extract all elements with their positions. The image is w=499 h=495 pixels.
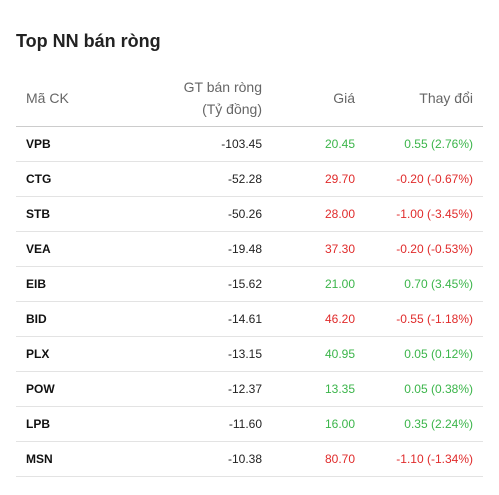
row-price: 40.95 <box>272 336 365 372</box>
row-change: -1.10 (-1.34%) <box>365 441 483 477</box>
row-net-sell-value: -10.38 <box>116 441 272 477</box>
column-header-value-line2: (Tỷ đồng) <box>202 101 262 117</box>
table-body: VPB -103.45 20.45 0.55 (2.76%) CTG -52.2… <box>16 126 483 477</box>
table-row[interactable]: EIB -15.62 21.00 0.70 (3.45%) <box>16 266 483 302</box>
row-symbol[interactable]: VPB <box>16 126 116 162</box>
row-net-sell-value: -103.45 <box>116 126 272 162</box>
row-symbol[interactable]: CTG <box>16 161 116 197</box>
row-net-sell-value: -14.61 <box>116 301 272 337</box>
row-net-sell-value: -15.62 <box>116 266 272 302</box>
row-price: 13.35 <box>272 371 365 407</box>
row-change: -1.00 (-3.45%) <box>365 196 483 232</box>
column-header-price: Giá <box>272 70 365 127</box>
row-symbol[interactable]: POW <box>16 371 116 407</box>
row-change: 0.05 (0.12%) <box>365 336 483 372</box>
row-symbol[interactable]: MSN <box>16 441 116 477</box>
row-price: 20.45 <box>272 126 365 162</box>
net-sell-table: Mã CK GT bán ròng (Tỷ đồng) Giá Thay đổi… <box>16 70 483 477</box>
row-symbol[interactable]: STB <box>16 196 116 232</box>
column-header-symbol: Mã CK <box>16 70 116 127</box>
header-row: Mã CK GT bán ròng (Tỷ đồng) Giá Thay đổi <box>16 70 483 127</box>
row-net-sell-value: -19.48 <box>116 231 272 267</box>
row-price: 21.00 <box>272 266 365 302</box>
column-header-net-sell-value: GT bán ròng (Tỷ đồng) <box>116 70 272 127</box>
row-change: 0.70 (3.45%) <box>365 266 483 302</box>
row-price: 28.00 <box>272 196 365 232</box>
row-net-sell-value: -13.15 <box>116 336 272 372</box>
row-symbol[interactable]: PLX <box>16 336 116 372</box>
table-row[interactable]: CTG -52.28 29.70 -0.20 (-0.67%) <box>16 161 483 197</box>
table-row[interactable]: BID -14.61 46.20 -0.55 (-1.18%) <box>16 301 483 337</box>
row-change: -0.55 (-1.18%) <box>365 301 483 337</box>
row-net-sell-value: -50.26 <box>116 196 272 232</box>
row-price: 16.00 <box>272 406 365 442</box>
table-row[interactable]: LPB -11.60 16.00 0.35 (2.24%) <box>16 406 483 442</box>
row-price: 80.70 <box>272 441 365 477</box>
row-price: 29.70 <box>272 161 365 197</box>
row-symbol[interactable]: LPB <box>16 406 116 442</box>
row-change: -0.20 (-0.67%) <box>365 161 483 197</box>
row-net-sell-value: -12.37 <box>116 371 272 407</box>
row-symbol[interactable]: VEA <box>16 231 116 267</box>
row-symbol[interactable]: BID <box>16 301 116 337</box>
column-header-change: Thay đổi <box>365 70 483 127</box>
row-change: 0.35 (2.24%) <box>365 406 483 442</box>
row-net-sell-value: -11.60 <box>116 406 272 442</box>
table-row[interactable]: VPB -103.45 20.45 0.55 (2.76%) <box>16 126 483 162</box>
table-row[interactable]: STB -50.26 28.00 -1.00 (-3.45%) <box>16 196 483 232</box>
row-change: -0.20 (-0.53%) <box>365 231 483 267</box>
row-net-sell-value: -52.28 <box>116 161 272 197</box>
table-row[interactable]: POW -12.37 13.35 0.05 (0.38%) <box>16 371 483 407</box>
table-row[interactable]: PLX -13.15 40.95 0.05 (0.12%) <box>16 336 483 372</box>
row-change: 0.55 (2.76%) <box>365 126 483 162</box>
widget-title: Top NN bán ròng <box>16 31 161 51</box>
row-symbol[interactable]: EIB <box>16 266 116 302</box>
row-price: 37.30 <box>272 231 365 267</box>
row-change: 0.05 (0.38%) <box>365 371 483 407</box>
table-row[interactable]: MSN -10.38 80.70 -1.10 (-1.34%) <box>16 441 483 477</box>
column-header-value-line1: GT bán ròng <box>183 79 262 95</box>
table-header: Mã CK GT bán ròng (Tỷ đồng) Giá Thay đổi <box>16 70 483 127</box>
row-price: 46.20 <box>272 301 365 337</box>
table-row[interactable]: VEA -19.48 37.30 -0.20 (-0.53%) <box>16 231 483 267</box>
